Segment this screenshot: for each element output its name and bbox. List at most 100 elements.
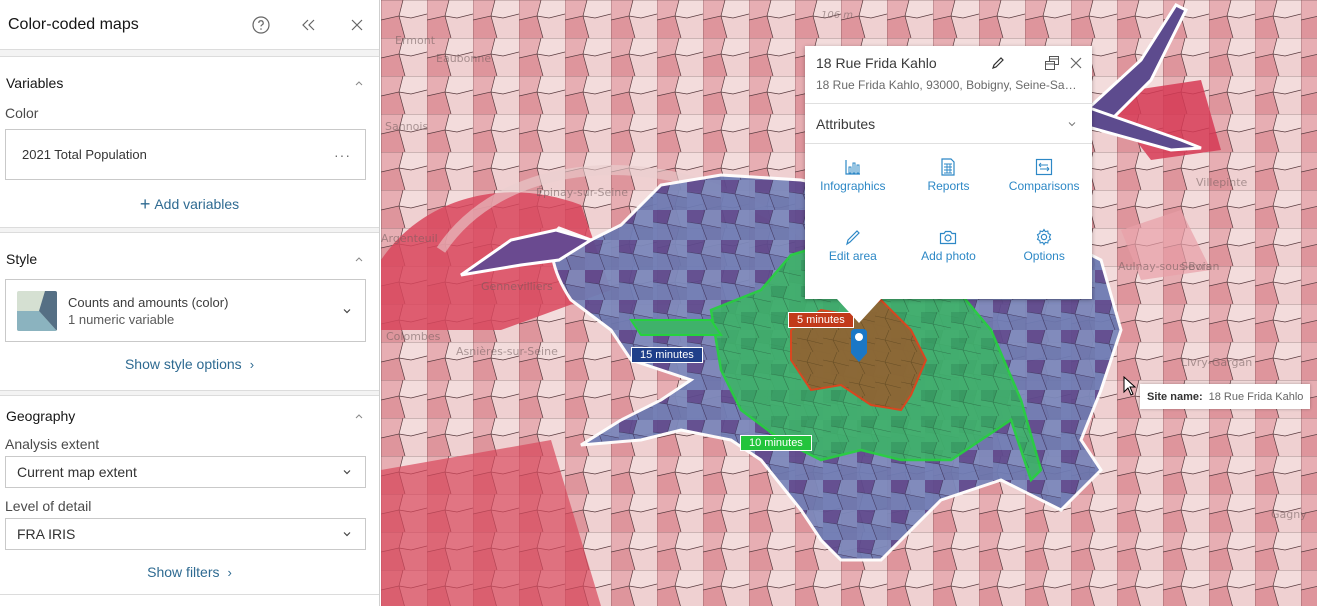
chevron-up-icon[interactable] <box>353 410 365 422</box>
plus-icon: + <box>139 194 151 214</box>
divider <box>0 50 379 57</box>
drive-time-15-min-label: 15 minutes <box>631 347 703 363</box>
show-filters-label: Show filters <box>147 564 220 580</box>
camera-icon <box>940 230 957 245</box>
variables-title: Variables <box>6 75 64 91</box>
popup-address: 18 Rue Frida Kahlo, 93000, Bobigny, Sein… <box>816 78 1078 92</box>
place-label-asnieres: Asnières-sur-Seine <box>456 345 558 358</box>
style-name: Counts and amounts (color) <box>68 294 229 310</box>
chevron-down-icon <box>343 308 351 313</box>
divider <box>0 228 379 233</box>
panel-title: Color-coded maps <box>8 15 139 33</box>
style-section-header[interactable]: Style <box>0 233 379 269</box>
add-photo-button[interactable]: Add photo <box>901 228 997 298</box>
close-panel-button[interactable] <box>343 11 371 39</box>
map-view[interactable]: Sannois Ermont Eaubonne Épinay-sur-Seine… <box>381 0 1317 606</box>
bar-chart-icon <box>845 160 860 175</box>
chevron-down-icon <box>343 470 351 475</box>
help-button[interactable] <box>247 11 275 39</box>
show-style-options-link[interactable]: Show style options › <box>0 356 379 372</box>
comparisons-label: Comparisons <box>1008 179 1080 193</box>
report-icon <box>941 158 956 176</box>
place-label-livry-gargan: Livry-Gargan <box>1181 356 1253 369</box>
help-icon <box>252 15 270 34</box>
variable-name: 2021 Total Population <box>22 147 147 162</box>
chevron-up-icon[interactable] <box>353 253 365 265</box>
collapse-panel-button[interactable] <box>295 11 323 39</box>
place-label-eaubonne: Eaubonne <box>436 52 492 65</box>
place-label-aulnay: Aulnay-sous-Bois <box>1118 260 1212 273</box>
edit-area-button[interactable]: Edit area <box>805 228 901 298</box>
drive-time-10-min-label: 10 minutes <box>740 435 812 451</box>
variable-item[interactable]: 2021 Total Population ··· <box>5 129 366 180</box>
gear-icon <box>1036 228 1052 246</box>
add-variables-button[interactable]: + Add variables <box>0 194 379 215</box>
chevron-up-icon[interactable] <box>353 77 365 89</box>
chevron-right-icon: › <box>249 357 255 372</box>
geography-section: Geography Analysis extent Current map ex… <box>0 396 379 595</box>
style-selector[interactable]: Counts and amounts (color) 1 numeric var… <box>5 279 366 342</box>
divider <box>0 391 379 396</box>
location-pin-icon[interactable] <box>849 329 869 363</box>
options-label: Options <box>1023 249 1065 263</box>
popup-title: 18 Rue Frida Kahlo <box>816 55 937 71</box>
site-name-tooltip: Site name: 18 Rue Frida Kahlo <box>1140 384 1311 409</box>
pencil-icon <box>845 230 860 246</box>
edit-area-label: Edit area <box>828 249 877 263</box>
more-options-icon[interactable]: ··· <box>334 146 351 163</box>
tooltip-value: 18 Rue Frida Kahlo <box>1208 390 1304 403</box>
reports-button[interactable]: Reports <box>901 158 997 228</box>
geography-section-header[interactable]: Geography <box>0 396 379 426</box>
attributes-toggle[interactable]: Attributes <box>805 104 1092 144</box>
place-label-villepinte: Villepinte <box>1196 176 1248 189</box>
color-coded-maps-panel: Color-coded maps Variables Color 2021 To… <box>0 0 380 606</box>
close-icon <box>351 19 363 30</box>
analysis-extent-label: Analysis extent <box>5 436 100 452</box>
show-style-options-label: Show style options <box>124 356 242 372</box>
level-of-detail-value: FRA IRIS <box>17 526 76 542</box>
place-label-sannois: Sannois <box>385 120 429 133</box>
analysis-extent-select[interactable]: Current map extent <box>5 456 366 488</box>
counts-amounts-thumbnail-icon <box>17 290 57 331</box>
options-button[interactable]: Options <box>996 228 1092 298</box>
show-filters-link[interactable]: Show filters › <box>0 564 379 580</box>
dock-popup-icon[interactable] <box>1044 55 1060 71</box>
analysis-extent-value: Current map extent <box>17 464 137 480</box>
geography-title: Geography <box>6 408 76 424</box>
compare-icon <box>1036 158 1053 176</box>
add-photo-label: Add photo <box>921 249 976 263</box>
site-popup: 18 Rue Frida Kahlo 18 Rue Frida Kahlo, 9… <box>805 46 1092 323</box>
infographics-button[interactable]: Infographics <box>805 158 901 228</box>
style-description: 1 numeric variable <box>68 311 175 327</box>
elevation-label: 106 m <box>821 10 854 21</box>
tooltip-key: Site name: <box>1147 390 1203 403</box>
add-variables-label: Add variables <box>154 196 240 212</box>
chevron-down-icon <box>343 532 351 537</box>
level-of-detail-label: Level of detail <box>5 498 92 514</box>
chevron-right-icon: › <box>227 565 232 580</box>
place-label-colombes: Colombes <box>386 330 441 343</box>
variables-section: Variables Color 2021 Total Population ··… <box>0 57 379 228</box>
edit-name-pencil-icon[interactable] <box>990 55 1006 71</box>
place-label-epinay: Épinay-sur-Seine <box>536 186 629 199</box>
place-label-sevran: Sevran <box>1181 260 1220 273</box>
popup-header: 18 Rue Frida Kahlo 18 Rue Frida Kahlo, 9… <box>805 46 1092 104</box>
style-section: Style Counts and amounts (color) 1 numer… <box>0 233 379 391</box>
attributes-label: Attributes <box>816 115 876 132</box>
color-label: Color <box>5 105 39 121</box>
level-of-detail-select[interactable]: FRA IRIS <box>5 518 366 550</box>
double-chevron-left-icon <box>302 19 315 30</box>
chevron-down-icon <box>1068 121 1076 126</box>
style-title: Style <box>6 251 38 267</box>
comparisons-button[interactable]: Comparisons <box>996 158 1092 228</box>
panel-header: Color-coded maps <box>0 0 379 50</box>
close-popup-icon[interactable] <box>1068 55 1084 71</box>
place-label-gennevilliers: Gennevilliers <box>481 280 553 293</box>
place-label-argenteuil: Argenteuil <box>381 232 438 245</box>
infographics-label: Infographics <box>820 179 886 193</box>
reports-label: Reports <box>927 179 970 193</box>
variables-section-header[interactable]: Variables <box>0 57 379 93</box>
place-label-ermont: Ermont <box>395 34 436 47</box>
mouse-cursor-icon <box>1123 376 1137 396</box>
popup-actions: Infographics Reports Comparisons Edit ar… <box>805 144 1092 298</box>
